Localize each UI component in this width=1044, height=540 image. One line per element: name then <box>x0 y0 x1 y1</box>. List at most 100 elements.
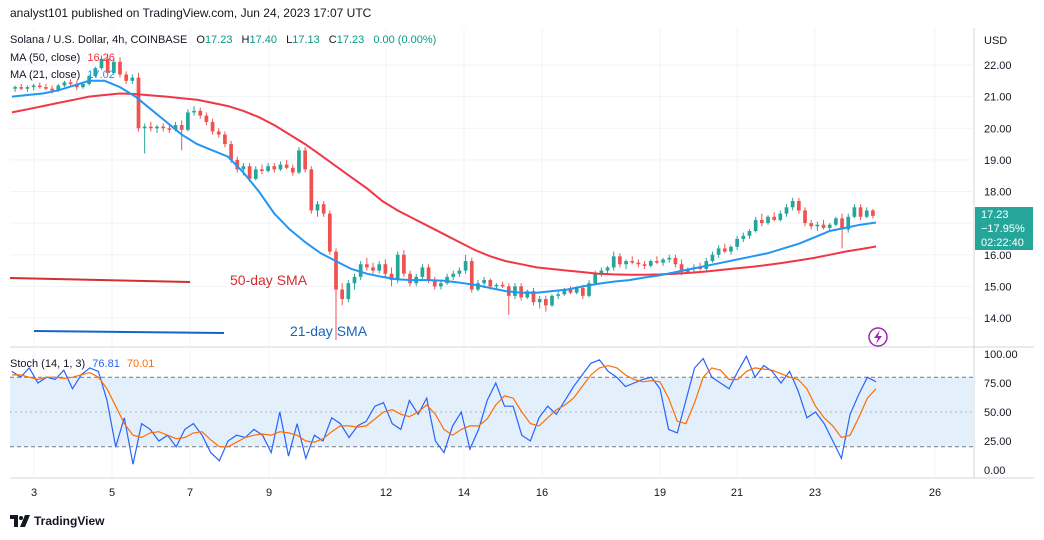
stoch-k-value: 76.81 <box>92 358 120 370</box>
candle-body <box>284 164 289 168</box>
candle-body <box>432 280 437 287</box>
candle-body <box>716 248 721 255</box>
tradingview-footer[interactable]: TradingView <box>10 514 104 528</box>
moving-averages <box>11 79 877 294</box>
time-tick-label: 9 <box>266 487 272 499</box>
candle-body <box>871 210 875 216</box>
candle-body <box>253 169 258 179</box>
candle-body <box>858 207 863 217</box>
candle-body <box>463 261 468 271</box>
lightning-icon[interactable] <box>868 327 888 347</box>
candle-body <box>161 126 166 129</box>
candle-body <box>124 74 129 81</box>
candle-body <box>840 218 844 230</box>
candle-body <box>673 257 678 265</box>
last-price-value: 17.23 <box>981 209 1009 221</box>
candle-body <box>445 276 449 284</box>
symbol-title: Solana / U.S. Dollar, 4h, COINBASE <box>10 34 188 46</box>
ma50-line <box>11 92 877 276</box>
stoch-legend[interactable]: Stoch (14, 1, 3) 76.81 70.01 <box>10 358 154 370</box>
candle-body <box>44 87 48 89</box>
candle-body <box>346 283 351 300</box>
candle-body <box>531 291 536 303</box>
candle-body <box>599 270 604 274</box>
candle-body <box>562 289 567 295</box>
stoch-label: Stoch (14, 1, 3) <box>10 358 86 370</box>
annotation-21-day-sma: 21-day SMA <box>290 323 368 339</box>
candle-body <box>210 121 215 132</box>
time-tick-label: 19 <box>654 487 666 499</box>
candle-body <box>482 280 486 284</box>
candle-body <box>303 150 307 170</box>
stoch-tick-label: 25.00 <box>984 436 1012 448</box>
candle-body <box>395 254 400 281</box>
candle-body <box>204 115 209 122</box>
time-tick-label: 3 <box>31 487 37 499</box>
candle-body <box>500 284 505 287</box>
ma21-legend[interactable]: MA (21, close) 17.02 <box>10 69 115 81</box>
candle-body <box>864 210 869 217</box>
tradingview-brand: TradingView <box>34 514 105 528</box>
candle-body <box>340 289 345 300</box>
candle-body <box>451 273 456 277</box>
candle-body <box>50 88 54 91</box>
candle-body <box>766 216 770 224</box>
candle-body <box>216 131 221 135</box>
annotation-50-day-sma: 50-day SMA <box>230 272 308 288</box>
candle-body <box>389 273 394 281</box>
candle-body <box>371 267 375 271</box>
candle-body <box>321 204 326 214</box>
candle-body <box>679 264 684 273</box>
candle-body <box>420 267 425 277</box>
candle-body <box>25 87 30 89</box>
last-price-tag: 17.23 −17.95% 02:22:40 <box>975 207 1033 250</box>
candle-body <box>525 291 530 298</box>
candle-body <box>297 150 301 173</box>
candle-body <box>747 231 752 236</box>
stoch-axis-ticks: 100.00 75.00 50.00 25.00 0.00 <box>984 349 1018 477</box>
price-axis-ticks: 22.0021.0020.0019.0018.0017.0016.0015.00… <box>984 60 1012 325</box>
candle-body <box>710 254 715 262</box>
candle-body <box>537 299 542 303</box>
time-tick-label: 23 <box>809 487 821 499</box>
candle-body <box>846 216 851 230</box>
price-tick-label: 20.00 <box>984 123 1012 135</box>
price-tick-label: 15.00 <box>984 281 1012 293</box>
candle-body <box>68 82 73 84</box>
candle-body <box>772 216 777 220</box>
candle-body <box>741 235 746 239</box>
candle-body <box>19 87 24 89</box>
ohlc-low-label: L <box>286 34 293 46</box>
candle-body <box>229 144 233 160</box>
ma50-legend[interactable]: MA (50, close) 16.26 <box>10 52 115 64</box>
time-tick-label: 26 <box>929 487 941 499</box>
candle-body <box>272 166 277 170</box>
currency-label: USD <box>984 35 1007 47</box>
candle-body <box>377 264 382 271</box>
candle-body <box>241 166 246 170</box>
publish-header: analyst101 published on TradingView.com,… <box>10 6 372 20</box>
candle-body <box>13 87 17 89</box>
ohlc-close-value: 17.23 <box>336 34 365 46</box>
legend-guide-lines <box>9 277 225 334</box>
stochastic-lines <box>11 354 877 465</box>
candle-body <box>173 125 178 130</box>
candle-body <box>605 267 610 271</box>
candle-body <box>278 164 283 170</box>
candle-body <box>469 261 474 290</box>
candle-body <box>753 219 758 232</box>
last-price-change: −17.95% <box>981 223 1025 235</box>
ohlc-open-label: O <box>196 34 205 46</box>
candle-body <box>543 299 548 306</box>
candle-body <box>260 169 264 171</box>
candle-body <box>37 85 42 88</box>
candle-body <box>722 248 727 252</box>
candle-body <box>827 224 832 228</box>
candle-body <box>167 128 172 130</box>
candle-body <box>648 261 653 266</box>
candle-body <box>81 83 85 88</box>
candle-body <box>488 280 493 287</box>
candle-body <box>334 251 338 290</box>
ohlc-high-label: H <box>241 34 250 46</box>
